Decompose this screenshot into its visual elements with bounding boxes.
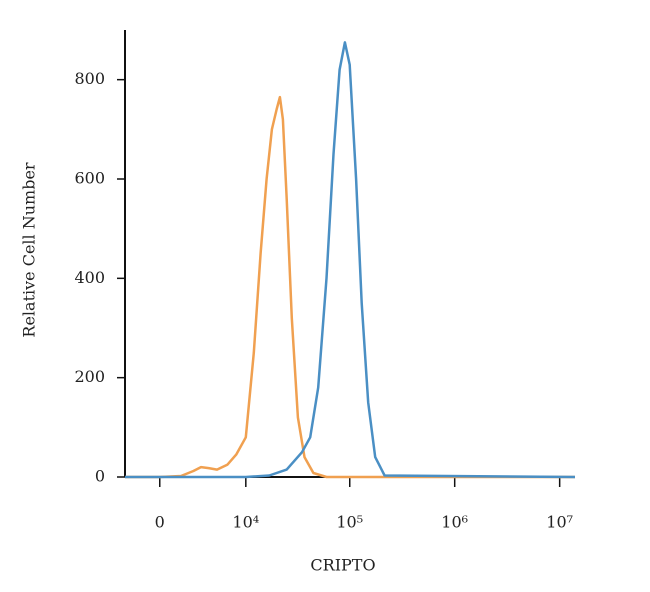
y-tick-label: 800 bbox=[74, 69, 105, 88]
y-tick-label: 200 bbox=[74, 367, 105, 386]
y-tick-label: 400 bbox=[74, 268, 105, 287]
x-tick-label: 10⁷ bbox=[546, 513, 573, 532]
x-axis-title: CRIPTO bbox=[310, 556, 375, 575]
x-tick-label: 0 bbox=[155, 513, 165, 532]
x-tick-label: 10⁶ bbox=[441, 513, 468, 532]
series-line bbox=[125, 95, 575, 479]
y-tick-label: 0 bbox=[95, 467, 105, 486]
x-tick-label: 10⁵ bbox=[336, 513, 363, 532]
y-axis-title: Relative Cell Number bbox=[20, 162, 39, 338]
x-tick-label: 10⁴ bbox=[232, 513, 259, 532]
y-tick-label: 600 bbox=[74, 169, 105, 188]
series-line bbox=[125, 41, 576, 479]
